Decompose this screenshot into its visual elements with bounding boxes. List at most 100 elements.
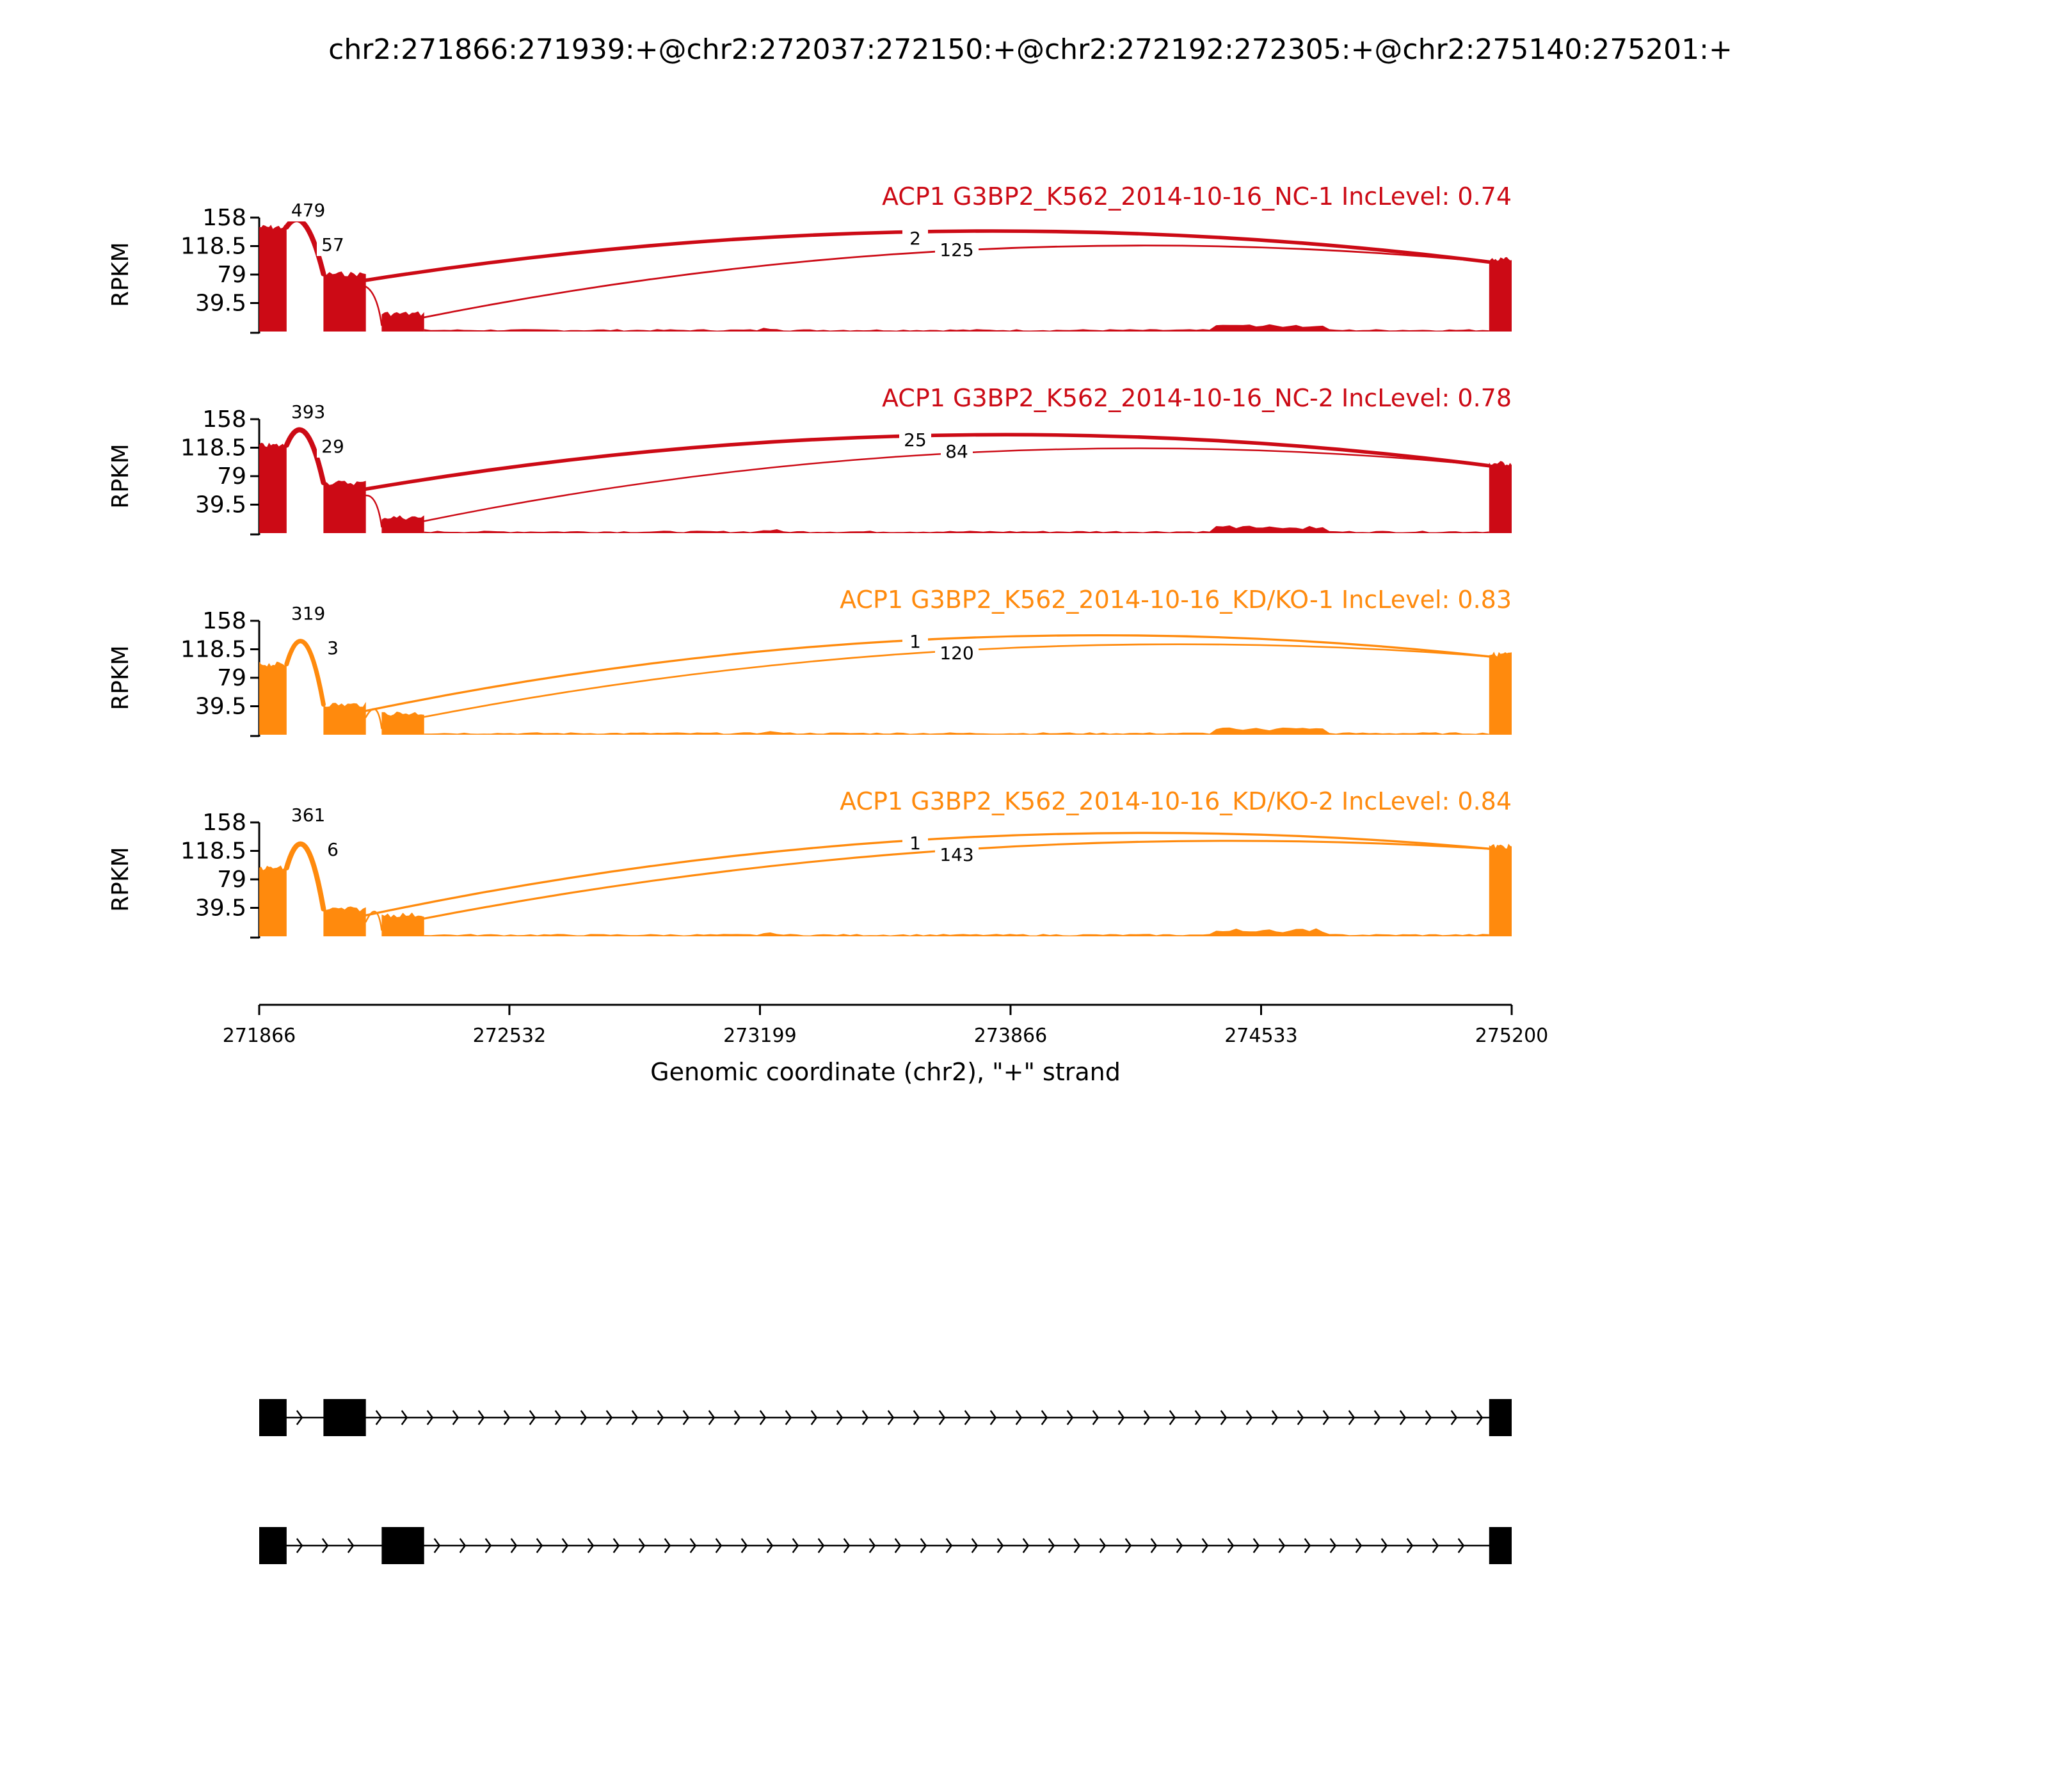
strand-arrow-icon: [740, 1538, 748, 1553]
y-tick-label: 79: [217, 262, 246, 288]
strand-arrow-icon: [1194, 1410, 1202, 1425]
strand-arrow-icon: [689, 1538, 697, 1553]
strand-arrow-icon: [1476, 1410, 1484, 1425]
strand-arrow-icon: [631, 1410, 639, 1425]
y-tick-label: 39.5: [195, 291, 246, 317]
exon-block: [1489, 1399, 1512, 1436]
junction-count-label: 57: [321, 234, 344, 255]
x-axis: 271866 272532 273199 273866 274533 275200 Geno…: [223, 1004, 1549, 1086]
strand-arrow-icon: [964, 1410, 972, 1425]
y-axis-label: RPKM: [108, 444, 134, 508]
y-tick-label: 158: [202, 810, 246, 836]
junction-arc: [284, 217, 326, 276]
exon-coverage: [323, 271, 366, 332]
strand-arrow-icon: [733, 1410, 741, 1425]
junction-count-label: 393: [291, 401, 325, 422]
strand-arrow-icon: [817, 1538, 825, 1553]
strand-arrow-icon: [868, 1538, 876, 1553]
strand-arrow-icon: [792, 1538, 799, 1553]
strand-arrow-icon: [1304, 1538, 1311, 1553]
x-tick-label: 273199: [723, 1025, 797, 1047]
strand-arrow-icon: [1099, 1538, 1107, 1553]
intron-coverage: [424, 525, 1489, 533]
strand-arrow-icon: [561, 1538, 569, 1553]
strand-arrow-icon: [536, 1538, 543, 1553]
strand-arrow-icon: [1450, 1410, 1458, 1425]
coverage-tracks: ACP1 G3BP2_K562_2014-10-16_NC-1 IncLevel…: [108, 182, 1512, 939]
junction-count-label: 125: [940, 239, 973, 260]
strand-arrow-icon: [989, 1410, 997, 1425]
x-tick-label: 272532: [473, 1025, 547, 1047]
y-axis-label: RPKM: [108, 847, 134, 911]
junction-count-label: 1: [909, 631, 921, 652]
y-axis-label: RPKM: [108, 242, 134, 307]
coverage-track: ACP1 G3BP2_K562_2014-10-16_NC-1 IncLevel…: [108, 182, 1512, 334]
intron-coverage: [424, 324, 1489, 332]
junction-arc: [284, 427, 326, 486]
x-tick-label: 275200: [1475, 1025, 1549, 1047]
y-tick-label: 158: [202, 406, 246, 433]
intron-coverage: [424, 727, 1489, 735]
strand-arrow-icon: [715, 1538, 723, 1553]
strand-arrow-icon: [580, 1410, 588, 1425]
junction-label-bg: [286, 804, 330, 826]
strand-arrow-icon: [1373, 1410, 1381, 1425]
exon-block: [381, 1527, 424, 1564]
junction-arc: [365, 494, 383, 528]
exon-coverage: [323, 701, 366, 735]
y-tick-label: 39.5: [195, 895, 246, 922]
junction-label-bg: [902, 631, 928, 653]
strand-arrow-icon: [1245, 1410, 1253, 1425]
strand-arrow-icon: [401, 1410, 408, 1425]
isoform-track: [259, 1527, 1512, 1564]
y-tick-label: 79: [217, 665, 246, 691]
strand-arrow-icon: [638, 1538, 646, 1553]
exon-coverage: [381, 311, 424, 332]
intron-coverage: [424, 928, 1489, 936]
x-tick-label: 271866: [223, 1025, 296, 1047]
strand-arrow-icon: [554, 1410, 562, 1425]
track-title: ACP1 G3BP2_K562_2014-10-16_NC-2 IncLevel…: [882, 384, 1512, 412]
strand-arrow-icon: [375, 1410, 383, 1425]
strand-arrow-icon: [861, 1410, 869, 1425]
junction-arc: [284, 639, 326, 707]
junction-label-bg: [941, 441, 973, 463]
junction-count-label: 29: [321, 436, 344, 457]
junction-count-label: 6: [327, 839, 339, 860]
strand-arrow-icon: [1124, 1538, 1132, 1553]
strand-arrow-icon: [296, 1410, 303, 1425]
strand-arrow-icon: [1432, 1538, 1439, 1553]
y-tick-label: 158: [202, 608, 246, 634]
gene-model: [259, 1399, 1512, 1564]
strand-arrow-icon: [1117, 1410, 1125, 1425]
strand-arrow-icon: [459, 1538, 467, 1553]
strand-arrow-icon: [1092, 1410, 1100, 1425]
strand-arrow-icon: [913, 1410, 920, 1425]
strand-arrow-icon: [996, 1538, 1004, 1553]
strand-arrow-icon: [1271, 1410, 1279, 1425]
exon-coverage: [1489, 844, 1512, 936]
junction-count-label: 3: [327, 637, 339, 659]
strand-arrow-icon: [605, 1410, 613, 1425]
y-tick-label: 39.5: [195, 694, 246, 720]
junction-count-label: 25: [904, 429, 927, 451]
y-tick-label: 118.5: [180, 838, 246, 865]
strand-arrow-icon: [920, 1538, 927, 1553]
junction-label-bg: [935, 844, 979, 866]
junction-arc: [365, 708, 383, 730]
strand-arrow-icon: [836, 1410, 844, 1425]
strand-arrow-icon: [1399, 1410, 1407, 1425]
junction-count-label: 143: [940, 844, 973, 865]
junction-label-bg: [286, 603, 330, 625]
exon-coverage: [259, 225, 287, 332]
strand-arrow-icon: [426, 1410, 434, 1425]
strand-arrow-icon: [529, 1410, 536, 1425]
strand-arrow-icon: [1329, 1538, 1337, 1553]
strand-arrow-icon: [938, 1410, 946, 1425]
strand-arrow-icon: [510, 1538, 518, 1553]
strand-arrow-icon: [1425, 1410, 1432, 1425]
strand-arrow-icon: [657, 1410, 664, 1425]
strand-arrow-icon: [971, 1538, 979, 1553]
